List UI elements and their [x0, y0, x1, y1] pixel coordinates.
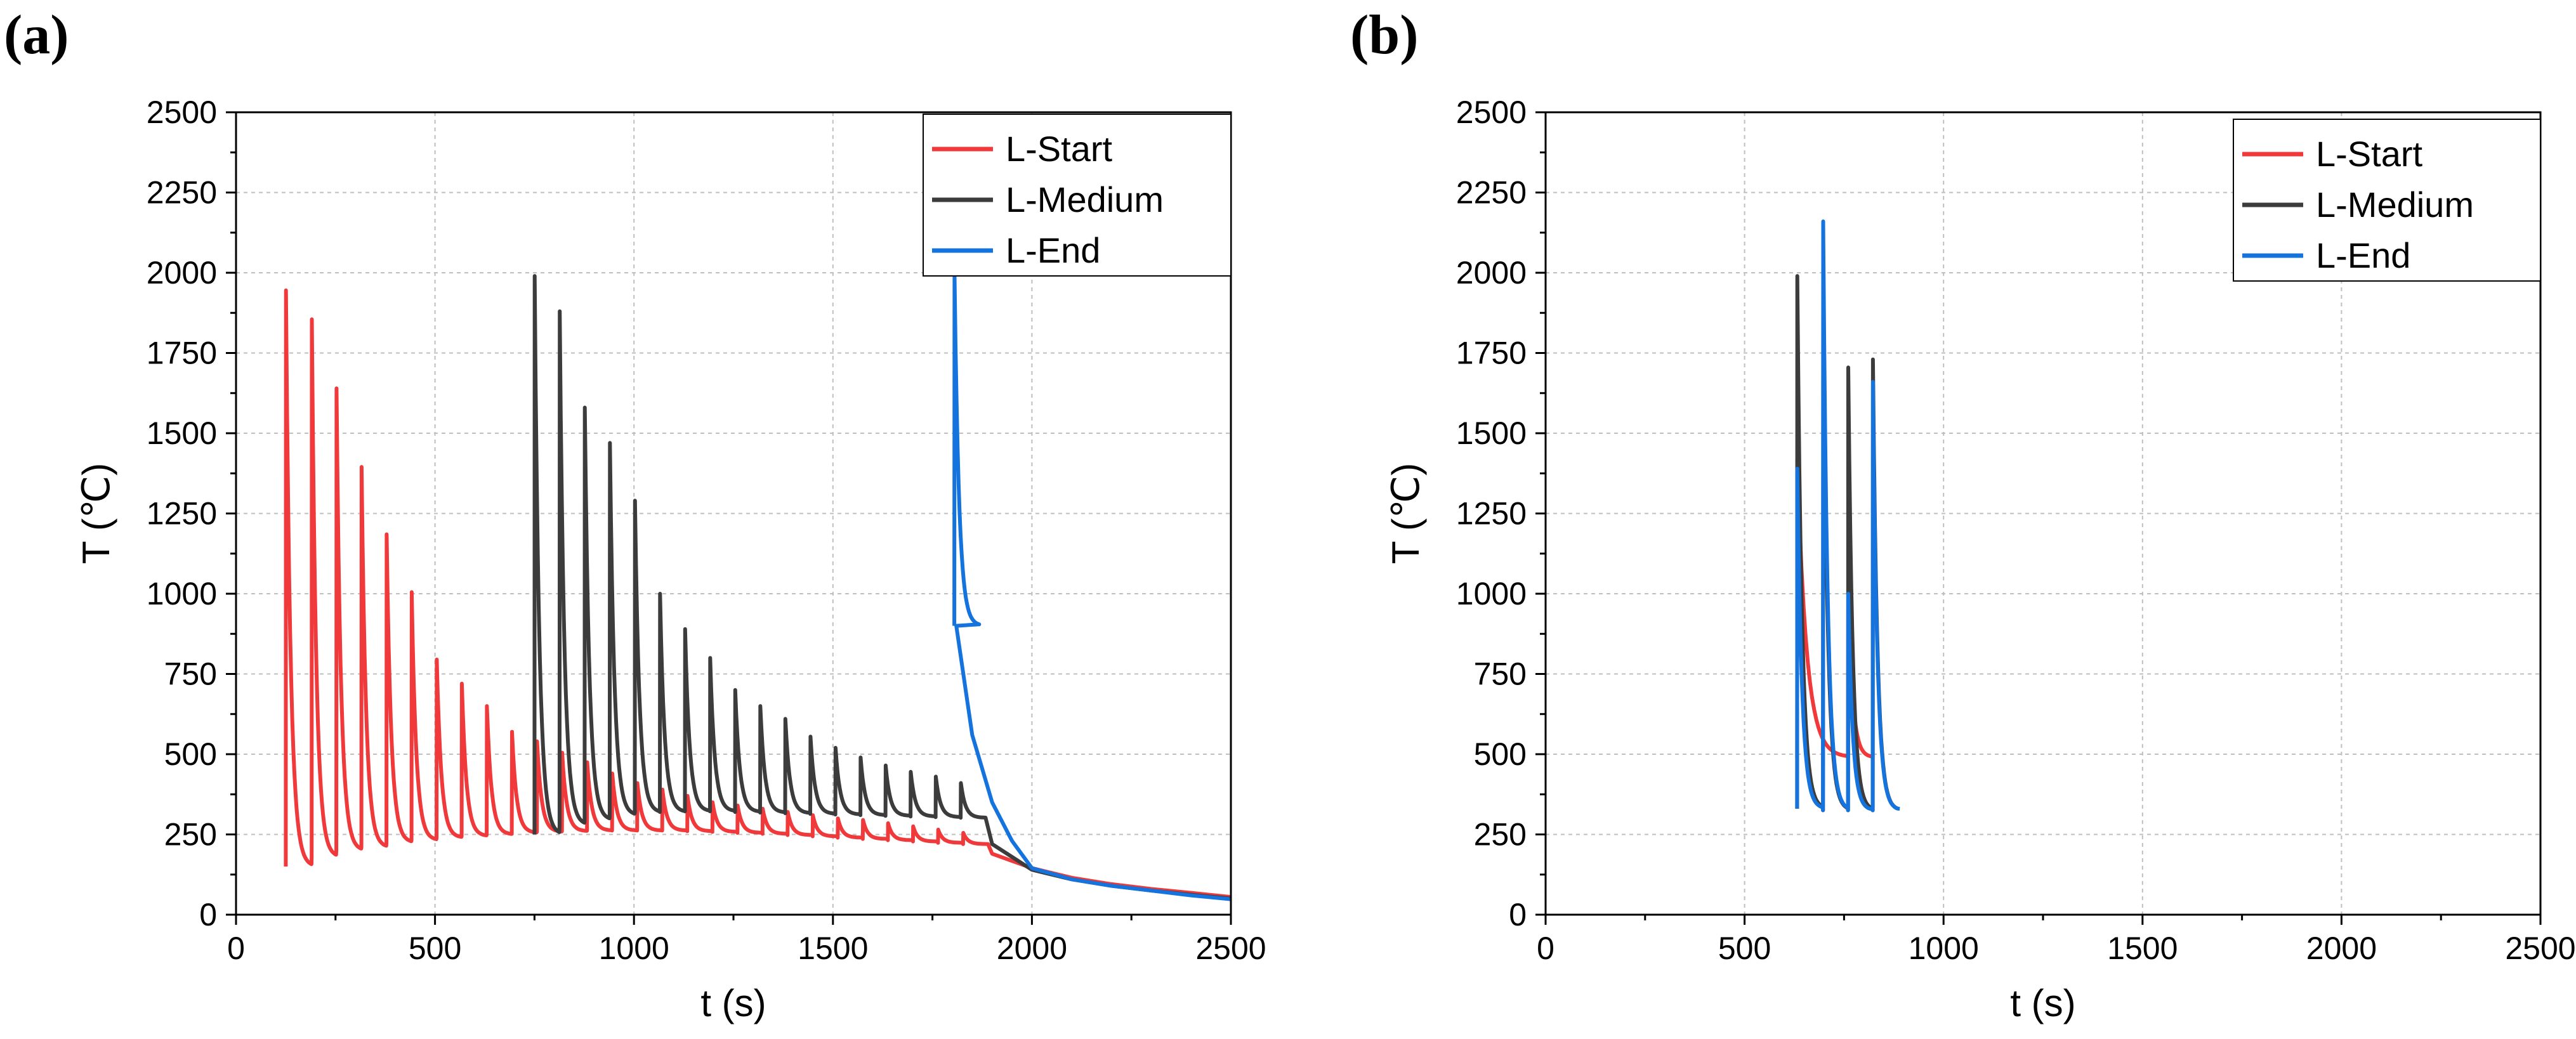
y-tick-label: 500	[164, 736, 217, 772]
series-line-l-medium	[532, 274, 1231, 901]
y-tick-label: 2000	[147, 255, 217, 291]
y-tick-label: 2500	[1456, 95, 1527, 130]
legend-label-l-start: L-Start	[2316, 134, 2422, 174]
x-tick-label: 1000	[1909, 931, 1979, 966]
x-tick-label: 0	[1537, 931, 1554, 966]
x-tick-label: 2500	[2505, 931, 2575, 966]
x-axis-title: t (s)	[2010, 982, 2075, 1024]
y-tick-label: 2250	[1456, 175, 1527, 211]
y-tick-label: 1750	[1456, 336, 1527, 371]
y-tick-label: 1000	[1456, 576, 1527, 611]
panel-label-b: (b)	[1350, 4, 1419, 66]
y-tick-label: 1250	[147, 496, 217, 532]
y-tick-label: 1750	[147, 336, 217, 371]
x-tick-label: 2500	[1195, 931, 1266, 966]
x-tick-label: 2000	[997, 931, 1067, 966]
y-tick-label: 250	[164, 817, 217, 853]
x-tick-label: 1500	[2107, 931, 2178, 966]
x-tick-label: 1000	[599, 931, 669, 966]
x-tick-label: 0	[227, 931, 245, 966]
panel-label-a: (a)	[4, 4, 69, 66]
y-tick-label: 500	[1474, 736, 1527, 772]
y-tick-label: 1500	[1456, 415, 1527, 451]
y-tick-label: 1000	[147, 576, 217, 611]
y-tick-label: 750	[164, 657, 217, 692]
y-tick-label: 2000	[1456, 255, 1527, 291]
legend-label-l-medium: L-Medium	[1006, 180, 1164, 219]
legend-label-l-end: L-End	[2316, 235, 2410, 275]
series-line-l-end	[952, 271, 1231, 901]
series-line-l-start	[1795, 457, 1874, 760]
legend-label-l-end: L-End	[1006, 230, 1100, 270]
y-tick-label: 2250	[147, 175, 217, 211]
x-tick-label: 1500	[798, 931, 868, 966]
y-tick-label: 250	[1474, 817, 1527, 853]
y-tick-label: 0	[1509, 897, 1527, 932]
x-tick-label: 2000	[2306, 931, 2377, 966]
chart-a: 0 500 1000 1500 2000 2500 0 250 500 750 1000 1250 15…	[75, 95, 1266, 1024]
chart-b: 0 500 1000 1500 2000 2500 0 250 500 750 1000 1250 15…	[1384, 95, 2576, 1024]
legend-label-l-medium: L-Medium	[2316, 185, 2474, 225]
y-tick-label: 0	[199, 897, 217, 932]
y-tick-label: 1250	[1456, 496, 1527, 532]
y-tick-label: 750	[1474, 657, 1527, 692]
x-axis-title: t (s)	[700, 982, 766, 1024]
series-line-l-start	[284, 288, 1231, 899]
series-line-l-end	[1795, 219, 1900, 813]
x-tick-label: 500	[409, 931, 461, 966]
y-tick-label: 1500	[147, 415, 217, 451]
y-tick-label: 2500	[147, 95, 217, 130]
legend-label-l-start: L-Start	[1006, 129, 1112, 169]
x-tick-label: 500	[1718, 931, 1771, 966]
y-axis-title: T (℃)	[1384, 463, 1427, 565]
y-axis-title: T (℃)	[75, 463, 117, 565]
